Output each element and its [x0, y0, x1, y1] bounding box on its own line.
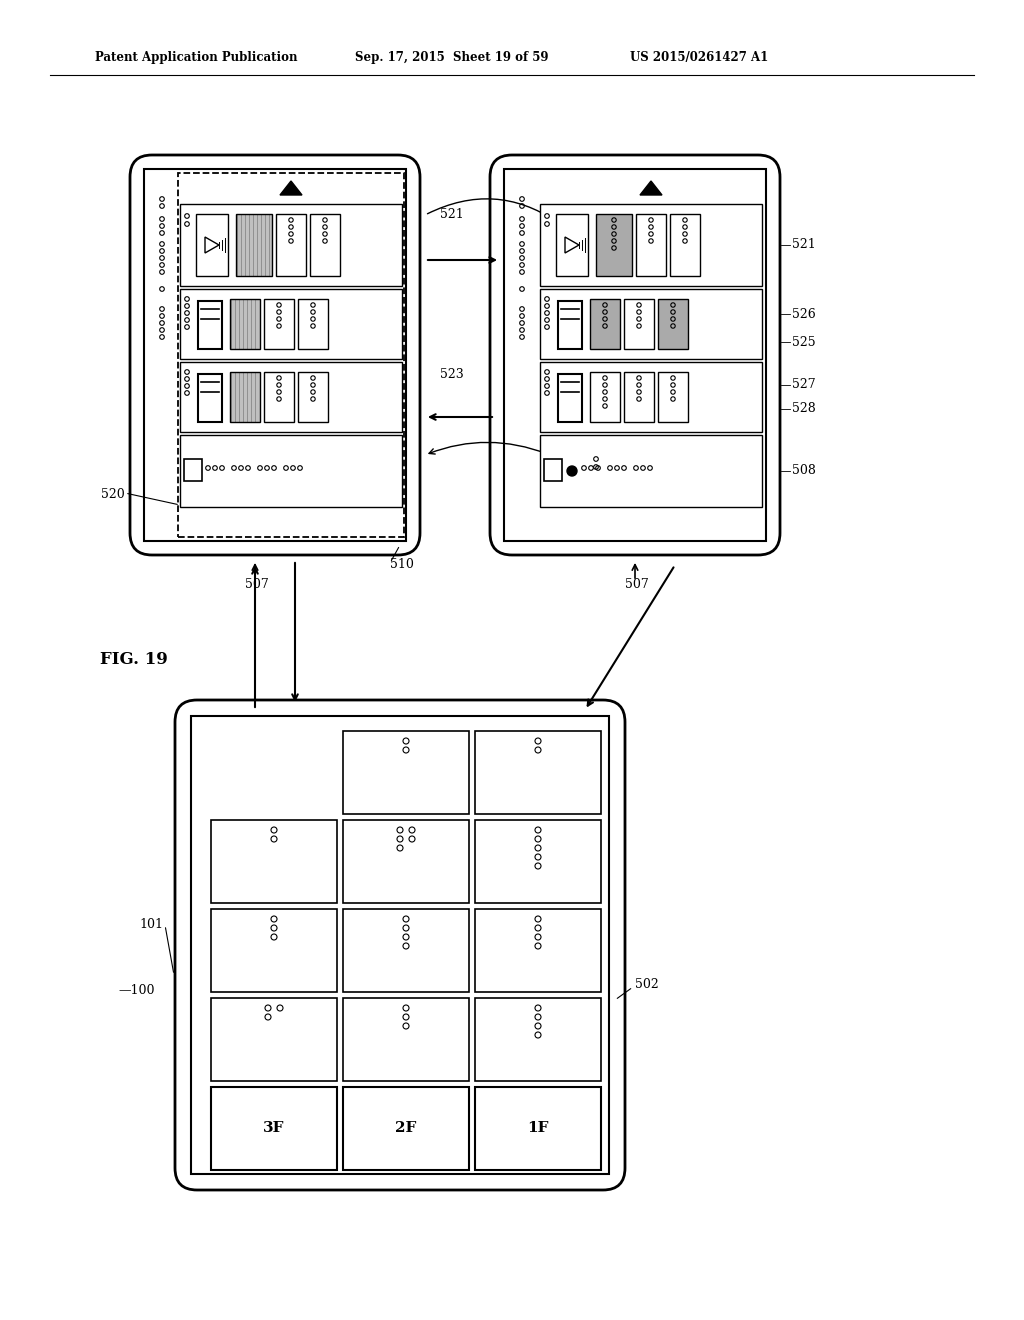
Bar	[540, 205, 762, 286]
Text: 507: 507	[625, 578, 649, 591]
Text: FIG. 19: FIG. 19	[100, 652, 168, 668]
Bar	[343, 998, 469, 1081]
Bar	[558, 374, 582, 422]
Bar	[178, 173, 404, 537]
Text: 521: 521	[792, 239, 816, 252]
Bar	[184, 459, 202, 480]
Text: 527: 527	[792, 379, 816, 392]
Bar	[590, 300, 620, 348]
Bar	[230, 300, 260, 348]
Bar	[236, 214, 272, 276]
Bar	[211, 1086, 337, 1170]
Bar	[596, 214, 632, 276]
Text: 521: 521	[440, 209, 464, 222]
Text: 3F: 3F	[263, 1121, 285, 1135]
Bar	[670, 214, 700, 276]
Bar	[343, 731, 469, 814]
Bar	[180, 205, 402, 286]
Bar	[264, 300, 294, 348]
Text: 507: 507	[245, 578, 268, 591]
Bar	[144, 169, 406, 541]
Bar	[504, 169, 766, 541]
Bar	[310, 214, 340, 276]
Text: 1F: 1F	[527, 1121, 549, 1135]
Bar	[636, 214, 666, 276]
Text: 526: 526	[792, 308, 816, 321]
Bar	[343, 1086, 469, 1170]
Bar	[624, 372, 654, 422]
Bar	[540, 289, 762, 359]
Text: Sep. 17, 2015  Sheet 19 of 59: Sep. 17, 2015 Sheet 19 of 59	[355, 51, 549, 65]
Bar	[196, 214, 228, 276]
Text: Patent Application Publication: Patent Application Publication	[95, 51, 298, 65]
Bar	[590, 372, 620, 422]
Text: 101: 101	[139, 919, 163, 932]
Bar	[343, 820, 469, 903]
Bar	[198, 301, 222, 348]
Text: 510: 510	[390, 558, 414, 572]
Polygon shape	[280, 181, 302, 195]
Bar	[558, 301, 582, 348]
Bar	[180, 362, 402, 432]
Bar	[540, 362, 762, 432]
Text: US 2015/0261427 A1: US 2015/0261427 A1	[630, 51, 768, 65]
Bar	[211, 820, 337, 903]
Bar	[230, 372, 260, 422]
Bar	[180, 289, 402, 359]
Text: —100: —100	[119, 983, 155, 997]
Text: 502: 502	[635, 978, 658, 991]
FancyBboxPatch shape	[130, 154, 420, 554]
Polygon shape	[640, 181, 662, 195]
Bar	[211, 998, 337, 1081]
Bar	[298, 300, 328, 348]
Bar	[540, 436, 762, 507]
FancyBboxPatch shape	[175, 700, 625, 1191]
Bar	[624, 300, 654, 348]
Bar	[298, 372, 328, 422]
Bar	[211, 909, 337, 993]
Bar	[475, 820, 601, 903]
Circle shape	[567, 466, 577, 477]
Text: 523: 523	[440, 367, 464, 380]
FancyBboxPatch shape	[490, 154, 780, 554]
Text: 2F: 2F	[395, 1121, 417, 1135]
Text: 525: 525	[792, 335, 816, 348]
Text: 520: 520	[101, 488, 125, 502]
Bar	[276, 214, 306, 276]
Bar	[556, 214, 588, 276]
Bar	[264, 372, 294, 422]
Bar	[475, 998, 601, 1081]
Bar	[544, 459, 562, 480]
Bar	[191, 715, 609, 1173]
Bar	[230, 300, 260, 348]
Bar	[475, 909, 601, 993]
Bar	[230, 372, 260, 422]
Bar	[658, 300, 688, 348]
Text: 528: 528	[792, 403, 816, 416]
Bar	[180, 436, 402, 507]
Text: 508: 508	[792, 465, 816, 478]
Bar	[198, 374, 222, 422]
Bar	[236, 214, 272, 276]
Bar	[658, 372, 688, 422]
Bar	[475, 1086, 601, 1170]
Bar	[343, 909, 469, 993]
Bar	[475, 731, 601, 814]
